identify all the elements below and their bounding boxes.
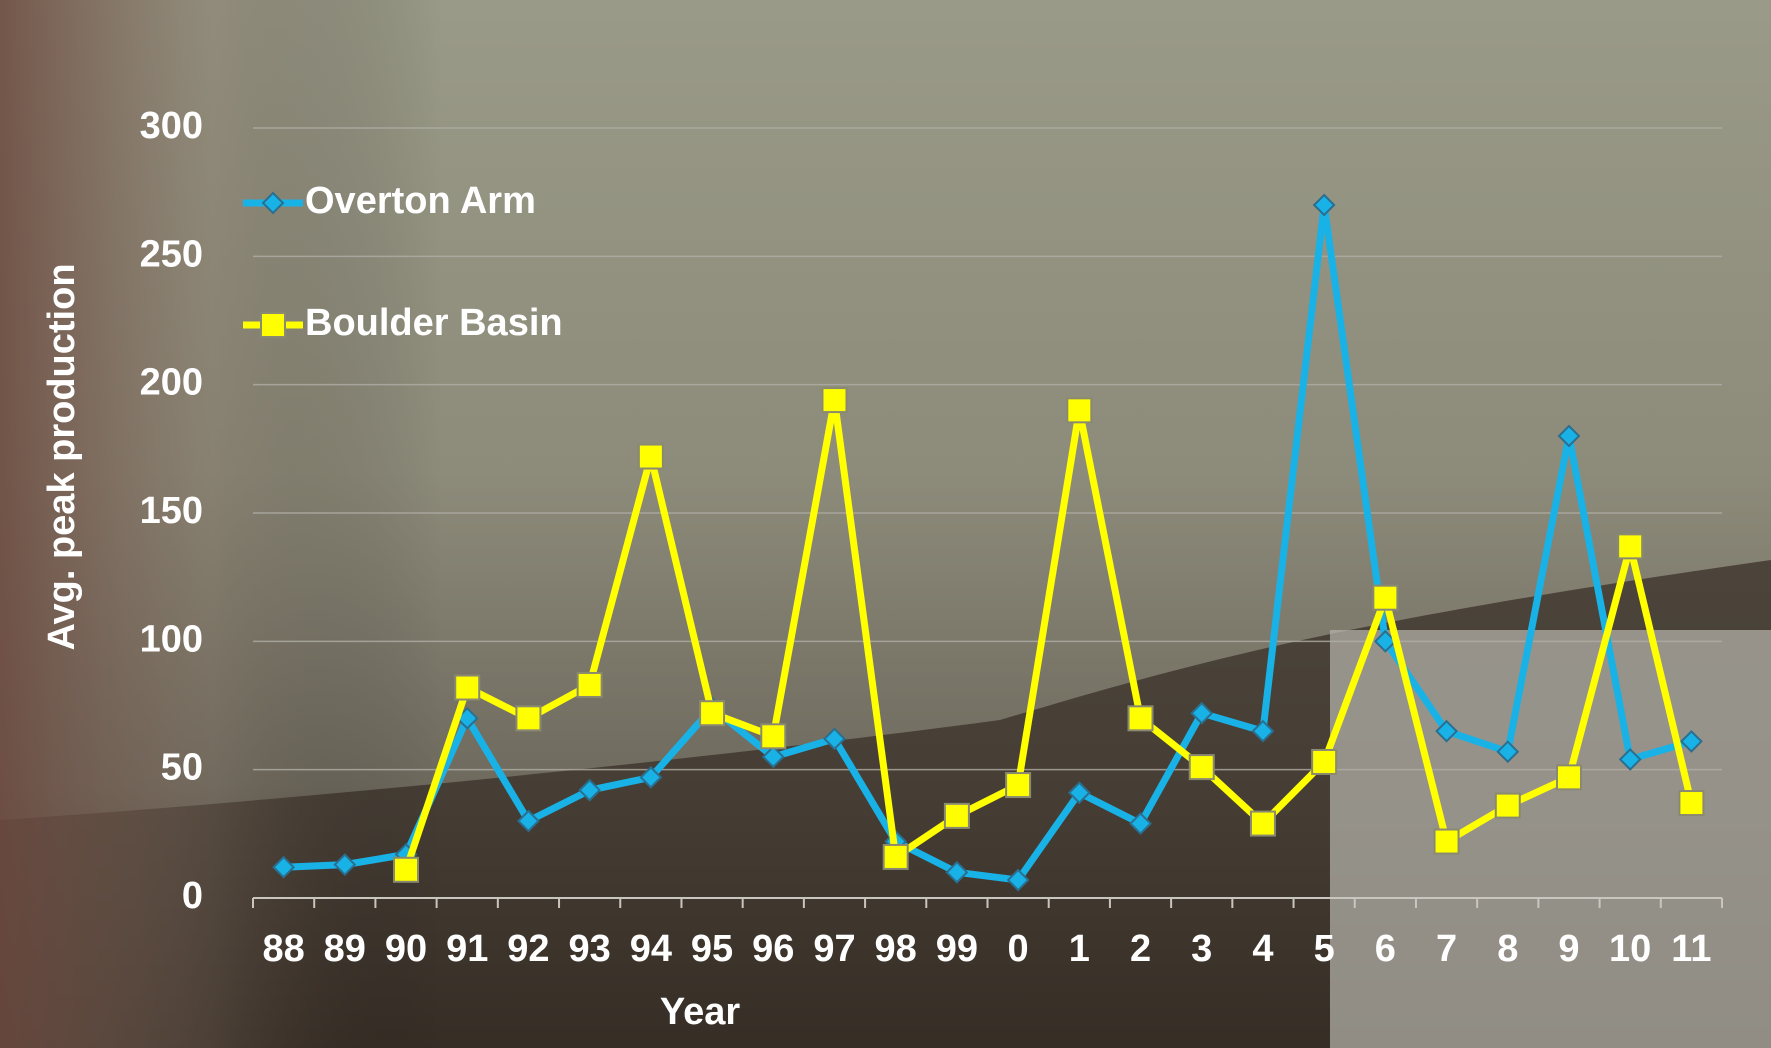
data-point: [943, 802, 970, 829]
data-point: [1067, 781, 1091, 805]
y-tick-label: 250: [140, 233, 203, 275]
y-tick-label: 150: [140, 490, 203, 532]
data-point: [1249, 810, 1276, 837]
x-tick-label: 89: [324, 928, 366, 970]
y-axis-title: Avg. peak production: [41, 263, 83, 650]
y-tick-label: 50: [161, 747, 203, 789]
data-point: [1188, 754, 1215, 781]
x-tick-label: 9: [1558, 928, 1579, 970]
legend-label: Boulder Basin: [305, 302, 563, 344]
data-point: [823, 727, 846, 751]
data-point: [699, 700, 726, 727]
x-tick-label: 8: [1497, 928, 1518, 970]
data-point: [945, 860, 969, 884]
data-point: [1251, 719, 1275, 743]
data-point: [760, 723, 787, 750]
x-tick-label: 0: [1008, 928, 1029, 970]
data-point: [1618, 747, 1642, 771]
data-point: [1006, 868, 1030, 892]
data-point: [761, 745, 785, 769]
data-point: [1679, 730, 1703, 753]
y-tick-label: 0: [182, 875, 203, 917]
x-tick-label: 90: [385, 928, 427, 970]
x-tick-label: 2: [1130, 928, 1151, 970]
data-point: [1678, 790, 1705, 817]
data-point: [1496, 740, 1520, 764]
data-point: [1433, 828, 1460, 855]
data-point: [576, 671, 603, 698]
data-point: [1311, 748, 1338, 775]
data-point: [1129, 812, 1152, 835]
data-point: [1066, 397, 1093, 424]
x-axis-title: Year: [660, 991, 741, 1033]
x-tick-label: 91: [446, 928, 488, 970]
x-tick-label: 94: [630, 928, 672, 970]
legend-marker: [261, 191, 285, 215]
data-point: [578, 778, 602, 802]
x-tick-label: 5: [1314, 928, 1335, 970]
x-tick-label: 3: [1191, 928, 1212, 970]
y-tick-label: 200: [140, 362, 203, 404]
x-tick-label: 99: [936, 928, 978, 970]
x-tick-label: 10: [1609, 928, 1651, 970]
series-line: [402, 396, 1695, 871]
data-point: [639, 765, 663, 789]
x-tick-label: 98: [875, 928, 917, 970]
x-tick-label: 96: [752, 928, 794, 970]
data-point: [515, 705, 542, 732]
legend-marker: [260, 312, 286, 338]
data-point: [272, 855, 296, 879]
data-point: [882, 843, 909, 870]
data-point: [1372, 584, 1399, 611]
data-point: [1557, 424, 1581, 448]
x-tick-label: 92: [507, 928, 549, 970]
x-tick-label: 1: [1069, 928, 1090, 970]
data-point: [1312, 193, 1336, 217]
data-point: [1435, 719, 1458, 743]
data-point: [1494, 792, 1521, 819]
y-tick-label: 100: [140, 618, 203, 660]
data-point: [333, 853, 357, 877]
x-tick-label: 11: [1671, 928, 1711, 970]
x-tick-label: 7: [1436, 928, 1457, 970]
data-point: [1190, 701, 1214, 725]
x-tick-label: 95: [691, 928, 733, 970]
x-tick-label: 97: [813, 928, 855, 970]
data-point: [1127, 705, 1154, 732]
data-point: [1617, 533, 1644, 560]
y-tick-label: 300: [140, 105, 203, 147]
x-tick-label: 93: [569, 928, 611, 970]
data-point: [393, 856, 420, 883]
data-point: [517, 809, 540, 833]
data-point: [1555, 764, 1582, 791]
data-point: [637, 443, 664, 470]
x-tick-label: 88: [262, 928, 304, 970]
x-tick-label: 4: [1252, 928, 1273, 970]
data-point: [1005, 772, 1032, 799]
series-line: [283, 201, 1693, 884]
data-point: [454, 674, 481, 701]
x-tick-label: 6: [1375, 928, 1396, 970]
data-point: [821, 387, 848, 414]
legend-label: Overton Arm: [305, 180, 536, 222]
